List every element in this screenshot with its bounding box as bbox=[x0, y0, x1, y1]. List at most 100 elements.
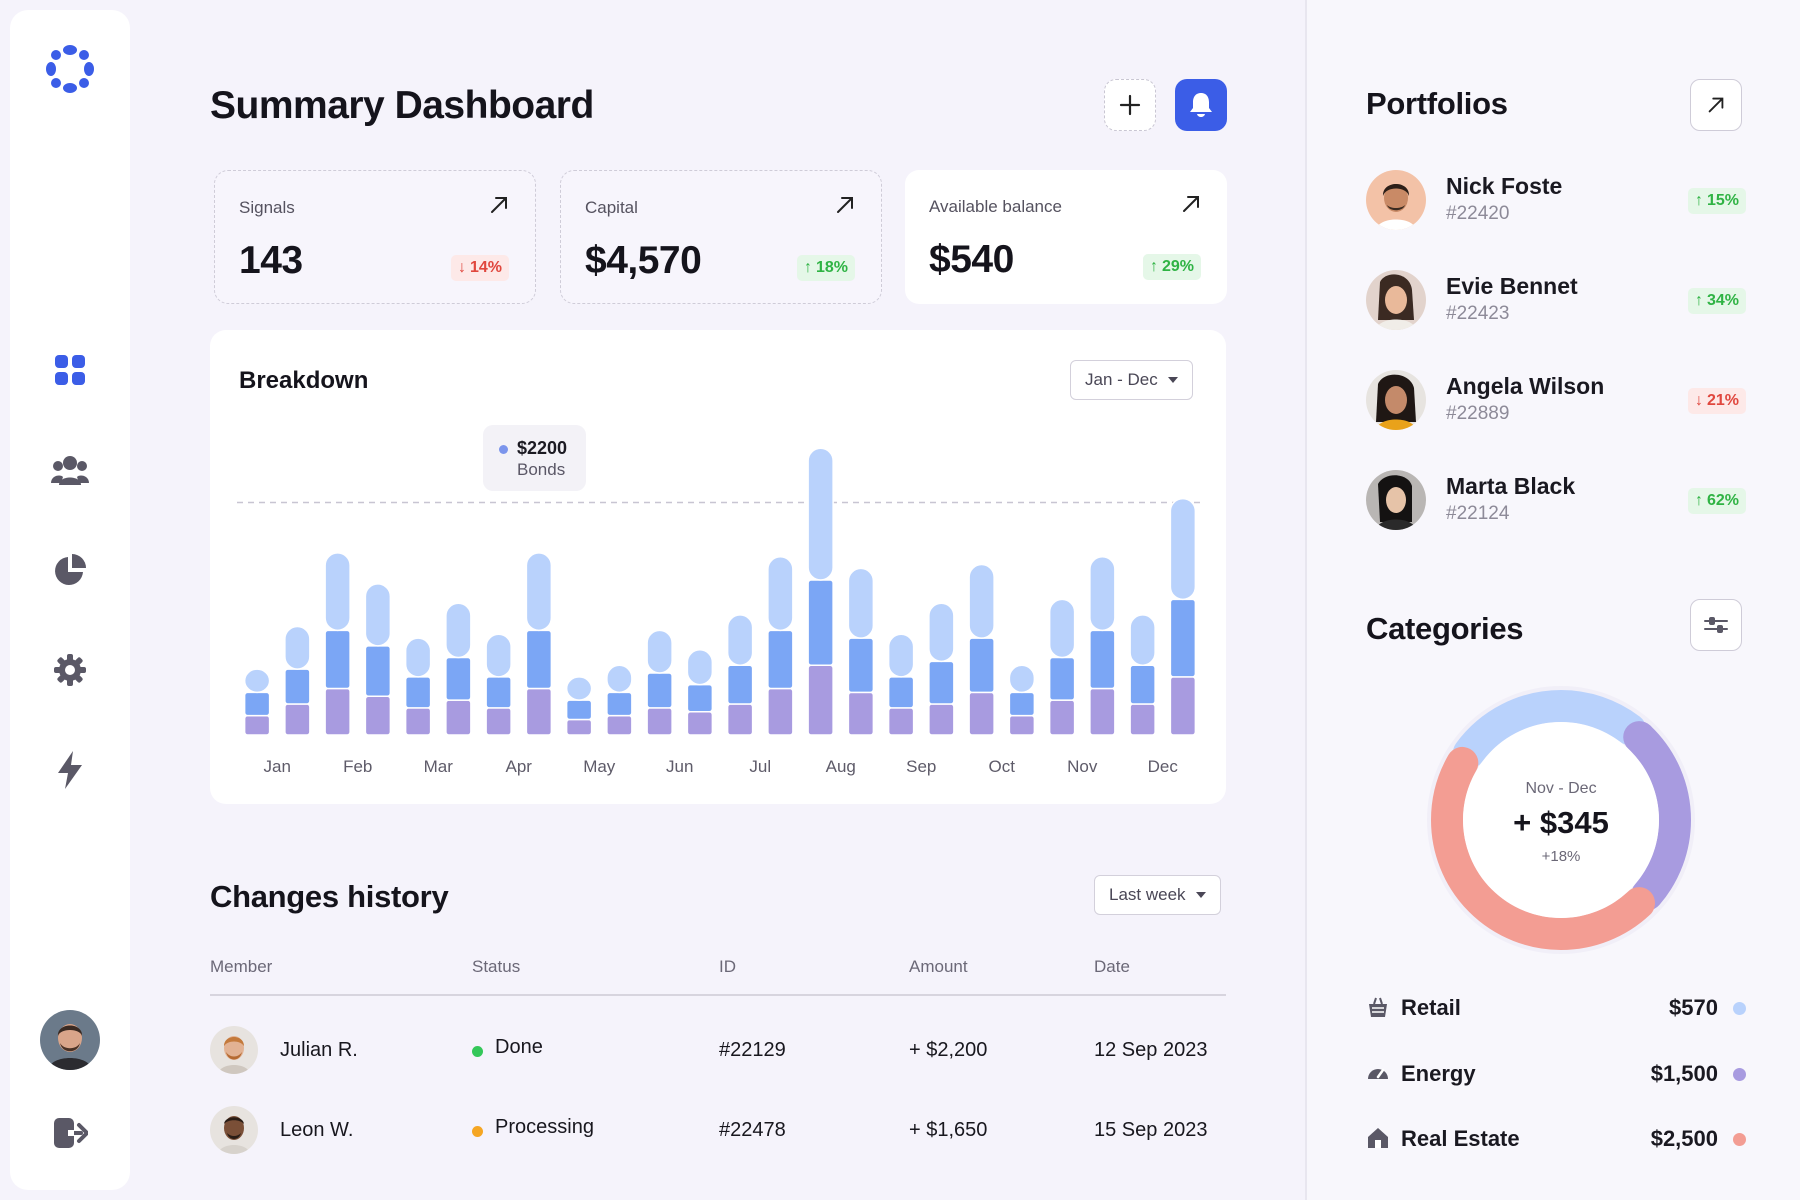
stat-card-balance[interactable]: Available balance $540 ↑ 29% bbox=[905, 170, 1227, 304]
bar-segment bbox=[767, 687, 794, 736]
chart-bar[interactable] bbox=[726, 614, 754, 736]
stat-label: Signals bbox=[239, 198, 295, 217]
member-avatar bbox=[210, 1106, 258, 1154]
tooltip-value: $2200 bbox=[517, 438, 568, 458]
x-tick-label: Apr bbox=[506, 757, 533, 776]
categories-filter-button[interactable] bbox=[1690, 599, 1742, 651]
nav-users[interactable] bbox=[48, 448, 92, 492]
chart-bar[interactable] bbox=[887, 633, 915, 736]
donut-segment[interactable] bbox=[1431, 690, 1691, 950]
chart-bar[interactable] bbox=[485, 633, 512, 736]
bar-segment bbox=[445, 602, 472, 659]
bar-segment bbox=[284, 668, 311, 705]
chart-bar[interactable] bbox=[928, 602, 955, 736]
chart-bar[interactable] bbox=[445, 602, 472, 736]
chart-bar[interactable] bbox=[243, 668, 271, 736]
bar-segment bbox=[1169, 497, 1197, 601]
column-header-member[interactable]: Member bbox=[210, 957, 273, 976]
nav-dashboard[interactable] bbox=[48, 348, 92, 392]
arrow-up-icon: ↑ bbox=[1149, 258, 1158, 275]
breakdown-title: Breakdown bbox=[239, 367, 369, 394]
chart-bar[interactable] bbox=[1089, 556, 1116, 736]
chart-bar[interactable] bbox=[606, 664, 633, 736]
bar-segment bbox=[807, 664, 834, 736]
user-avatar[interactable] bbox=[40, 1010, 100, 1070]
nav-analytics[interactable] bbox=[48, 548, 92, 592]
stat-card-capital[interactable]: Capital $4,570 ↑ 18% bbox=[560, 170, 882, 304]
bar-segment bbox=[1129, 614, 1156, 666]
bar-segment bbox=[485, 633, 512, 678]
table-row[interactable]: Julian R. Done #22129 + $2,200 12 Sep 20… bbox=[210, 1022, 1226, 1078]
bar-segment bbox=[243, 714, 271, 736]
bar-segment bbox=[1089, 629, 1116, 690]
chart-bar[interactable] bbox=[686, 649, 714, 736]
donut-segment[interactable] bbox=[1431, 690, 1691, 950]
history-range-select[interactable]: Last week bbox=[1094, 875, 1221, 915]
column-header-status[interactable]: Status bbox=[472, 957, 521, 976]
member-name: Leon W. bbox=[280, 1119, 354, 1141]
chart-bar[interactable] bbox=[807, 447, 834, 736]
bar-segment bbox=[968, 691, 995, 736]
bar-segment bbox=[726, 664, 754, 705]
chart-bar[interactable] bbox=[767, 556, 794, 736]
lightning-icon bbox=[58, 751, 82, 789]
category-item[interactable]: Retail $570 bbox=[1366, 989, 1746, 1025]
bar-segment bbox=[1129, 664, 1156, 705]
nav-settings[interactable] bbox=[48, 648, 92, 692]
breakdown-panel: Jan Feb Mar Apr May Jun Jul Aug Sep Oct Nov Dec Bre… bbox=[210, 330, 1226, 804]
bar-segment bbox=[284, 625, 311, 670]
bar-segment bbox=[847, 691, 875, 736]
chart-bar[interactable] bbox=[284, 625, 311, 736]
chart-bar[interactable] bbox=[525, 552, 553, 736]
portfolio-item[interactable]: Marta Black #22124 ↑ 62% bbox=[1366, 470, 1746, 534]
nav-activity[interactable] bbox=[48, 748, 92, 792]
portfolio-name: Evie Bennet bbox=[1446, 273, 1578, 299]
portfolio-id: #22420 bbox=[1446, 203, 1510, 224]
portfolio-item[interactable]: Nick Foste #22420 ↑ 15% bbox=[1366, 170, 1746, 234]
chart-bar[interactable] bbox=[1169, 497, 1197, 736]
bar-segment bbox=[485, 707, 512, 736]
tooltip-label: Bonds bbox=[517, 460, 566, 479]
bar-segment bbox=[525, 552, 553, 632]
chart-bar[interactable] bbox=[324, 552, 351, 736]
bar-segment bbox=[646, 707, 673, 736]
bar-segment bbox=[646, 672, 673, 709]
chart-bar[interactable] bbox=[646, 629, 673, 736]
donut-chart bbox=[1427, 686, 1695, 954]
chart-bar[interactable] bbox=[1008, 664, 1036, 736]
donut-segment[interactable] bbox=[1431, 690, 1691, 950]
chart-bar[interactable] bbox=[364, 583, 392, 736]
chart-bar[interactable] bbox=[404, 637, 432, 736]
category-item[interactable]: Energy $1,500 bbox=[1366, 1055, 1746, 1091]
column-header-id[interactable]: ID bbox=[719, 957, 736, 976]
portfolio-item[interactable]: Angela Wilson #22889 ↓ 21% bbox=[1366, 370, 1746, 434]
arrow-up-right-icon[interactable] bbox=[487, 193, 511, 217]
column-header-amount[interactable]: Amount bbox=[909, 957, 968, 976]
basket-icon bbox=[1369, 997, 1387, 1017]
category-item[interactable]: Real Estate $2,500 bbox=[1366, 1120, 1746, 1156]
x-tick-label: Mar bbox=[424, 757, 454, 776]
arrow-up-right-icon[interactable] bbox=[833, 193, 857, 217]
add-button[interactable] bbox=[1104, 79, 1156, 131]
logo-icon[interactable] bbox=[45, 44, 95, 94]
table-row[interactable]: Leon W. Processing #22478 + $1,650 15 Se… bbox=[210, 1102, 1226, 1158]
arrow-up-icon: ↑ bbox=[803, 259, 812, 276]
bar-segment bbox=[1048, 598, 1076, 659]
arrow-up-right-icon[interactable] bbox=[1179, 192, 1203, 216]
portfolio-item[interactable]: Evie Bennet #22423 ↑ 34% bbox=[1366, 270, 1746, 334]
bar-segment bbox=[1089, 556, 1116, 632]
sidebar bbox=[10, 10, 130, 1190]
chart-bar[interactable] bbox=[1048, 598, 1076, 736]
notifications-button[interactable] bbox=[1175, 79, 1227, 131]
column-header-date[interactable]: Date bbox=[1094, 957, 1130, 976]
chart-bar[interactable] bbox=[968, 563, 995, 736]
breakdown-range-select[interactable]: Jan - Dec bbox=[1070, 360, 1193, 400]
portfolios-expand-button[interactable] bbox=[1690, 79, 1742, 131]
chart-bar[interactable] bbox=[847, 567, 875, 736]
chart-bar[interactable] bbox=[1129, 614, 1156, 736]
bar-segment bbox=[1008, 664, 1036, 694]
bar-segment bbox=[767, 629, 794, 690]
stat-card-signals[interactable]: Signals 143 ↓ 14% bbox=[214, 170, 536, 304]
logout-button[interactable] bbox=[48, 1111, 92, 1155]
chart-bar[interactable] bbox=[565, 676, 593, 736]
